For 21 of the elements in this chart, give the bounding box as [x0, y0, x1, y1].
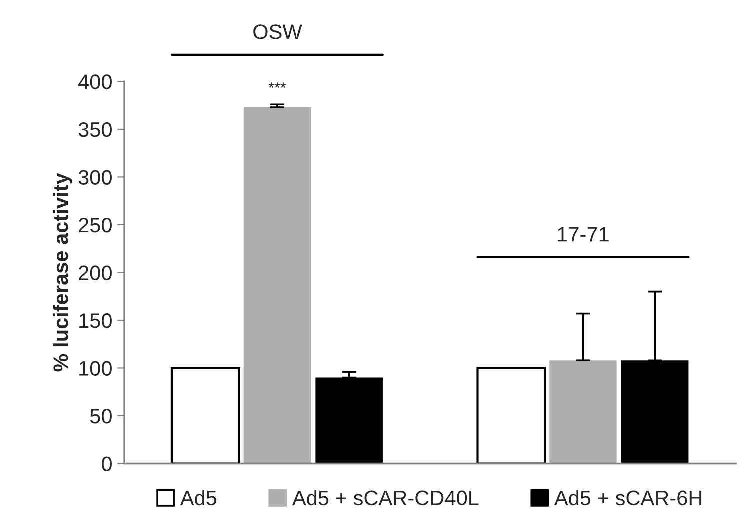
y-tick-label: 200: [79, 266, 112, 280]
y-tick-label: 100: [80, 361, 112, 376]
legend-label: Ad5 + sCAR-CD40L: [292, 490, 479, 506]
bar: [550, 360, 617, 464]
bar: [476, 367, 546, 464]
y-tick-label: 300: [78, 170, 112, 185]
bar: [621, 360, 689, 464]
y-tick-label: 0: [102, 456, 112, 472]
y-tick-label: 150: [80, 313, 112, 328]
legend-label: Ad5: [180, 490, 217, 506]
y-tick-label: 250: [79, 218, 112, 233]
bar: [170, 367, 240, 464]
legend-label: Ad5 + sCAR-6H: [554, 490, 702, 506]
y-axis-title: % luciferase activity: [53, 173, 72, 372]
x-tick-label: OSW: [254, 24, 302, 40]
y-tick-label: 400: [78, 74, 112, 90]
y-tick-label: 350: [78, 122, 112, 138]
y-tick-label: 50: [90, 409, 112, 424]
annotation: ***: [268, 82, 286, 88]
x-tick-label: 17-71: [558, 227, 609, 242]
bar: [244, 107, 312, 464]
